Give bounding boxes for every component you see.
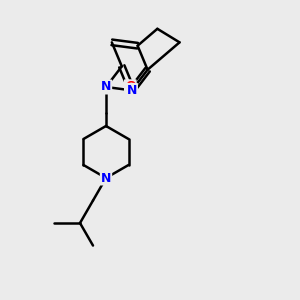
Text: N: N: [127, 84, 137, 97]
Text: N: N: [101, 172, 111, 184]
Text: N: N: [101, 80, 111, 94]
Text: O: O: [125, 80, 136, 93]
